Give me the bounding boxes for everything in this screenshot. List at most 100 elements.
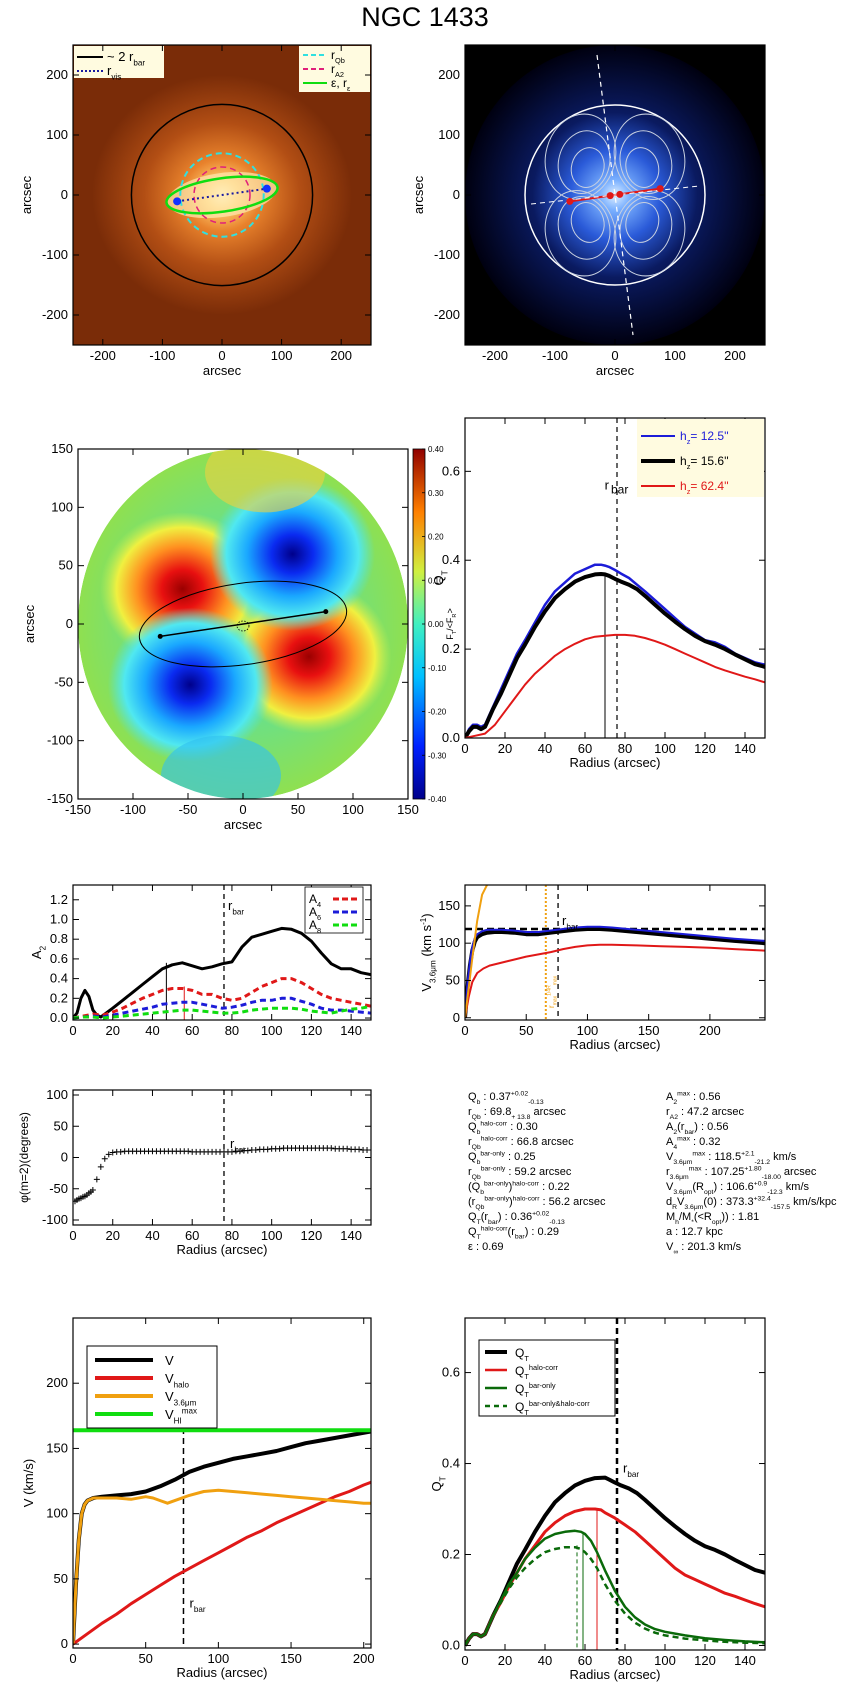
x-tick-label: -200	[90, 348, 116, 363]
panel-fourier-amplitudes: 0 20 40 60 80 100 120 140 0.0 0.2 0.4 0.6 0.8 1.0 1.2 A…	[29, 884, 372, 1038]
param-left-line: ε : 0.69	[468, 1241, 503, 1253]
param-left-line-part: halo-corr	[512, 1181, 540, 1188]
param-right-line-part: A	[666, 1091, 674, 1103]
param-left-line-part: bar	[488, 1219, 499, 1226]
y-axis-label: φ(m=2)(degrees)	[17, 1112, 31, 1203]
legend-label-part: Q	[515, 1400, 524, 1414]
series-v-3-6um	[73, 1488, 371, 1645]
x-tick-label: 100	[271, 348, 293, 363]
x-tick-label: 120	[301, 1228, 323, 1243]
param-right-line-part: +32.4	[754, 1196, 771, 1203]
y-axis-label-part: Q	[431, 575, 446, 585]
param-left-line-part: Qb	[475, 1204, 484, 1211]
bar-marker	[616, 190, 624, 198]
legend-label: QThalo-corr	[515, 1363, 559, 1381]
legend-left-label-part: bar	[133, 59, 145, 68]
legend-label-part: h	[680, 479, 687, 493]
y-tick-label: 200	[46, 1375, 68, 1390]
rmax-label-part: 1/4R	[547, 985, 553, 996]
y-tick-label: 0	[66, 616, 73, 631]
colorbar-label-part: >	[445, 608, 455, 613]
param-left-line-part: r	[468, 1136, 472, 1148]
rmax-label-part: max	[553, 975, 559, 985]
phase-point	[252, 1147, 259, 1153]
bar-end-marker	[173, 197, 182, 206]
rbar-label: rbar	[230, 1136, 246, 1155]
series-q-t-bar-only	[465, 1529, 765, 1647]
plot-frame	[464, 417, 766, 739]
y-tick-label: 0	[453, 187, 460, 202]
param-left-line-part: Q	[468, 1211, 477, 1223]
param-right-line-part: V	[677, 1196, 685, 1208]
param-left-line-part: : 0.37	[480, 1091, 511, 1103]
legend-left-label-part: ~ 2 r	[107, 49, 134, 64]
x-tick-label: 100	[664, 348, 686, 363]
param-left-line-part: T	[477, 1234, 481, 1241]
bar-end-marker	[323, 609, 329, 615]
y-axis-label: arcsec	[19, 175, 34, 214]
colorbar-tick-label: -0.40	[428, 795, 447, 804]
param-right-line-part: bar	[684, 1129, 695, 1136]
legend-label-part: V	[165, 1353, 174, 1368]
legend-label-part: V	[165, 1371, 174, 1386]
figure-title: NGC 1433	[361, 2, 489, 32]
param-right-line-part: 3.6μm	[670, 1174, 689, 1181]
colorbar-label: FT/<FR>	[445, 608, 458, 640]
legend-left-label: rvis	[107, 63, 121, 82]
param-left-line-part: + 13.8	[511, 1114, 530, 1121]
legend-box	[637, 419, 764, 497]
legend-label-part: T	[524, 1408, 529, 1417]
colorbar-tick-label: -0.10	[428, 664, 447, 673]
phase-point	[105, 1151, 112, 1158]
x-tick-label: 120	[694, 1653, 716, 1668]
legend-right-label: rQb	[331, 48, 345, 65]
y-axis-label-part: A	[29, 950, 44, 959]
param-left-line: (rQbbar-only)halo-corr : 56.2 arcsec	[468, 1196, 606, 1211]
y-tick-label: 0.6	[50, 951, 68, 966]
x-tick-label: 50	[291, 802, 305, 817]
y-axis-label: A2	[29, 945, 48, 959]
param-left-line-part: -0.13	[549, 1219, 565, 1226]
legend-label: V3.6μm	[165, 1389, 197, 1408]
x-tick-label: 140	[734, 741, 756, 756]
legend-label-part: z	[687, 462, 691, 471]
param-right-line-part: opt	[712, 1219, 722, 1226]
param-left-line-part: : 0.22	[539, 1181, 570, 1193]
param-left-line-part: (r	[508, 1226, 516, 1238]
param-left-line-part: : 0.30	[507, 1121, 538, 1133]
legend-label-part: Q	[515, 1382, 524, 1396]
colorbar-label-part: /<F	[445, 617, 455, 631]
param-left-line-part: : 0.25	[505, 1151, 536, 1163]
y-tick-label: 1.0	[50, 911, 68, 926]
param-left-line-part: Q	[468, 1121, 477, 1133]
y-axis-label-part: 3.6μm	[429, 960, 438, 983]
param-right-line-part: V	[666, 1241, 674, 1253]
legend-label: QTbar-only	[515, 1381, 556, 1399]
param-right-line-part: 2	[673, 1129, 677, 1136]
param-right-line-part: : 47.2 arcsec	[678, 1106, 745, 1118]
param-left-line-part: )	[509, 1196, 513, 1208]
contour-loop	[625, 147, 660, 188]
phase-point	[328, 1145, 335, 1152]
x-tick-label: 50	[519, 1023, 533, 1038]
param-right-line-part: R	[672, 1204, 677, 1211]
x-tick-label: -150	[65, 802, 91, 817]
param-right-line: A2max : 0.56	[666, 1091, 721, 1106]
param-right-line-part: km/s	[770, 1151, 797, 1163]
y-axis-label-part: )	[419, 913, 434, 917]
x-tick-label: 50	[138, 1651, 152, 1666]
legend-left-label-part: vis	[111, 73, 121, 82]
contour-loop	[557, 196, 611, 260]
x-tick-label: 100	[261, 1228, 283, 1243]
x-axis-label: arcsec	[596, 363, 635, 378]
param-right-line-part: -12.3	[767, 1189, 783, 1196]
contour-loop	[613, 113, 686, 200]
series-orange	[465, 885, 488, 1018]
y-axis-label: QT	[429, 1476, 448, 1491]
rbar-label-part: r	[623, 1461, 628, 1476]
legend-label-part: V	[165, 1389, 174, 1404]
param-left-line-part: b	[480, 1189, 484, 1196]
y-tick-label: 0.4	[442, 552, 460, 567]
rbar-label-part: r	[228, 898, 233, 913]
data-layer	[73, 885, 371, 1020]
